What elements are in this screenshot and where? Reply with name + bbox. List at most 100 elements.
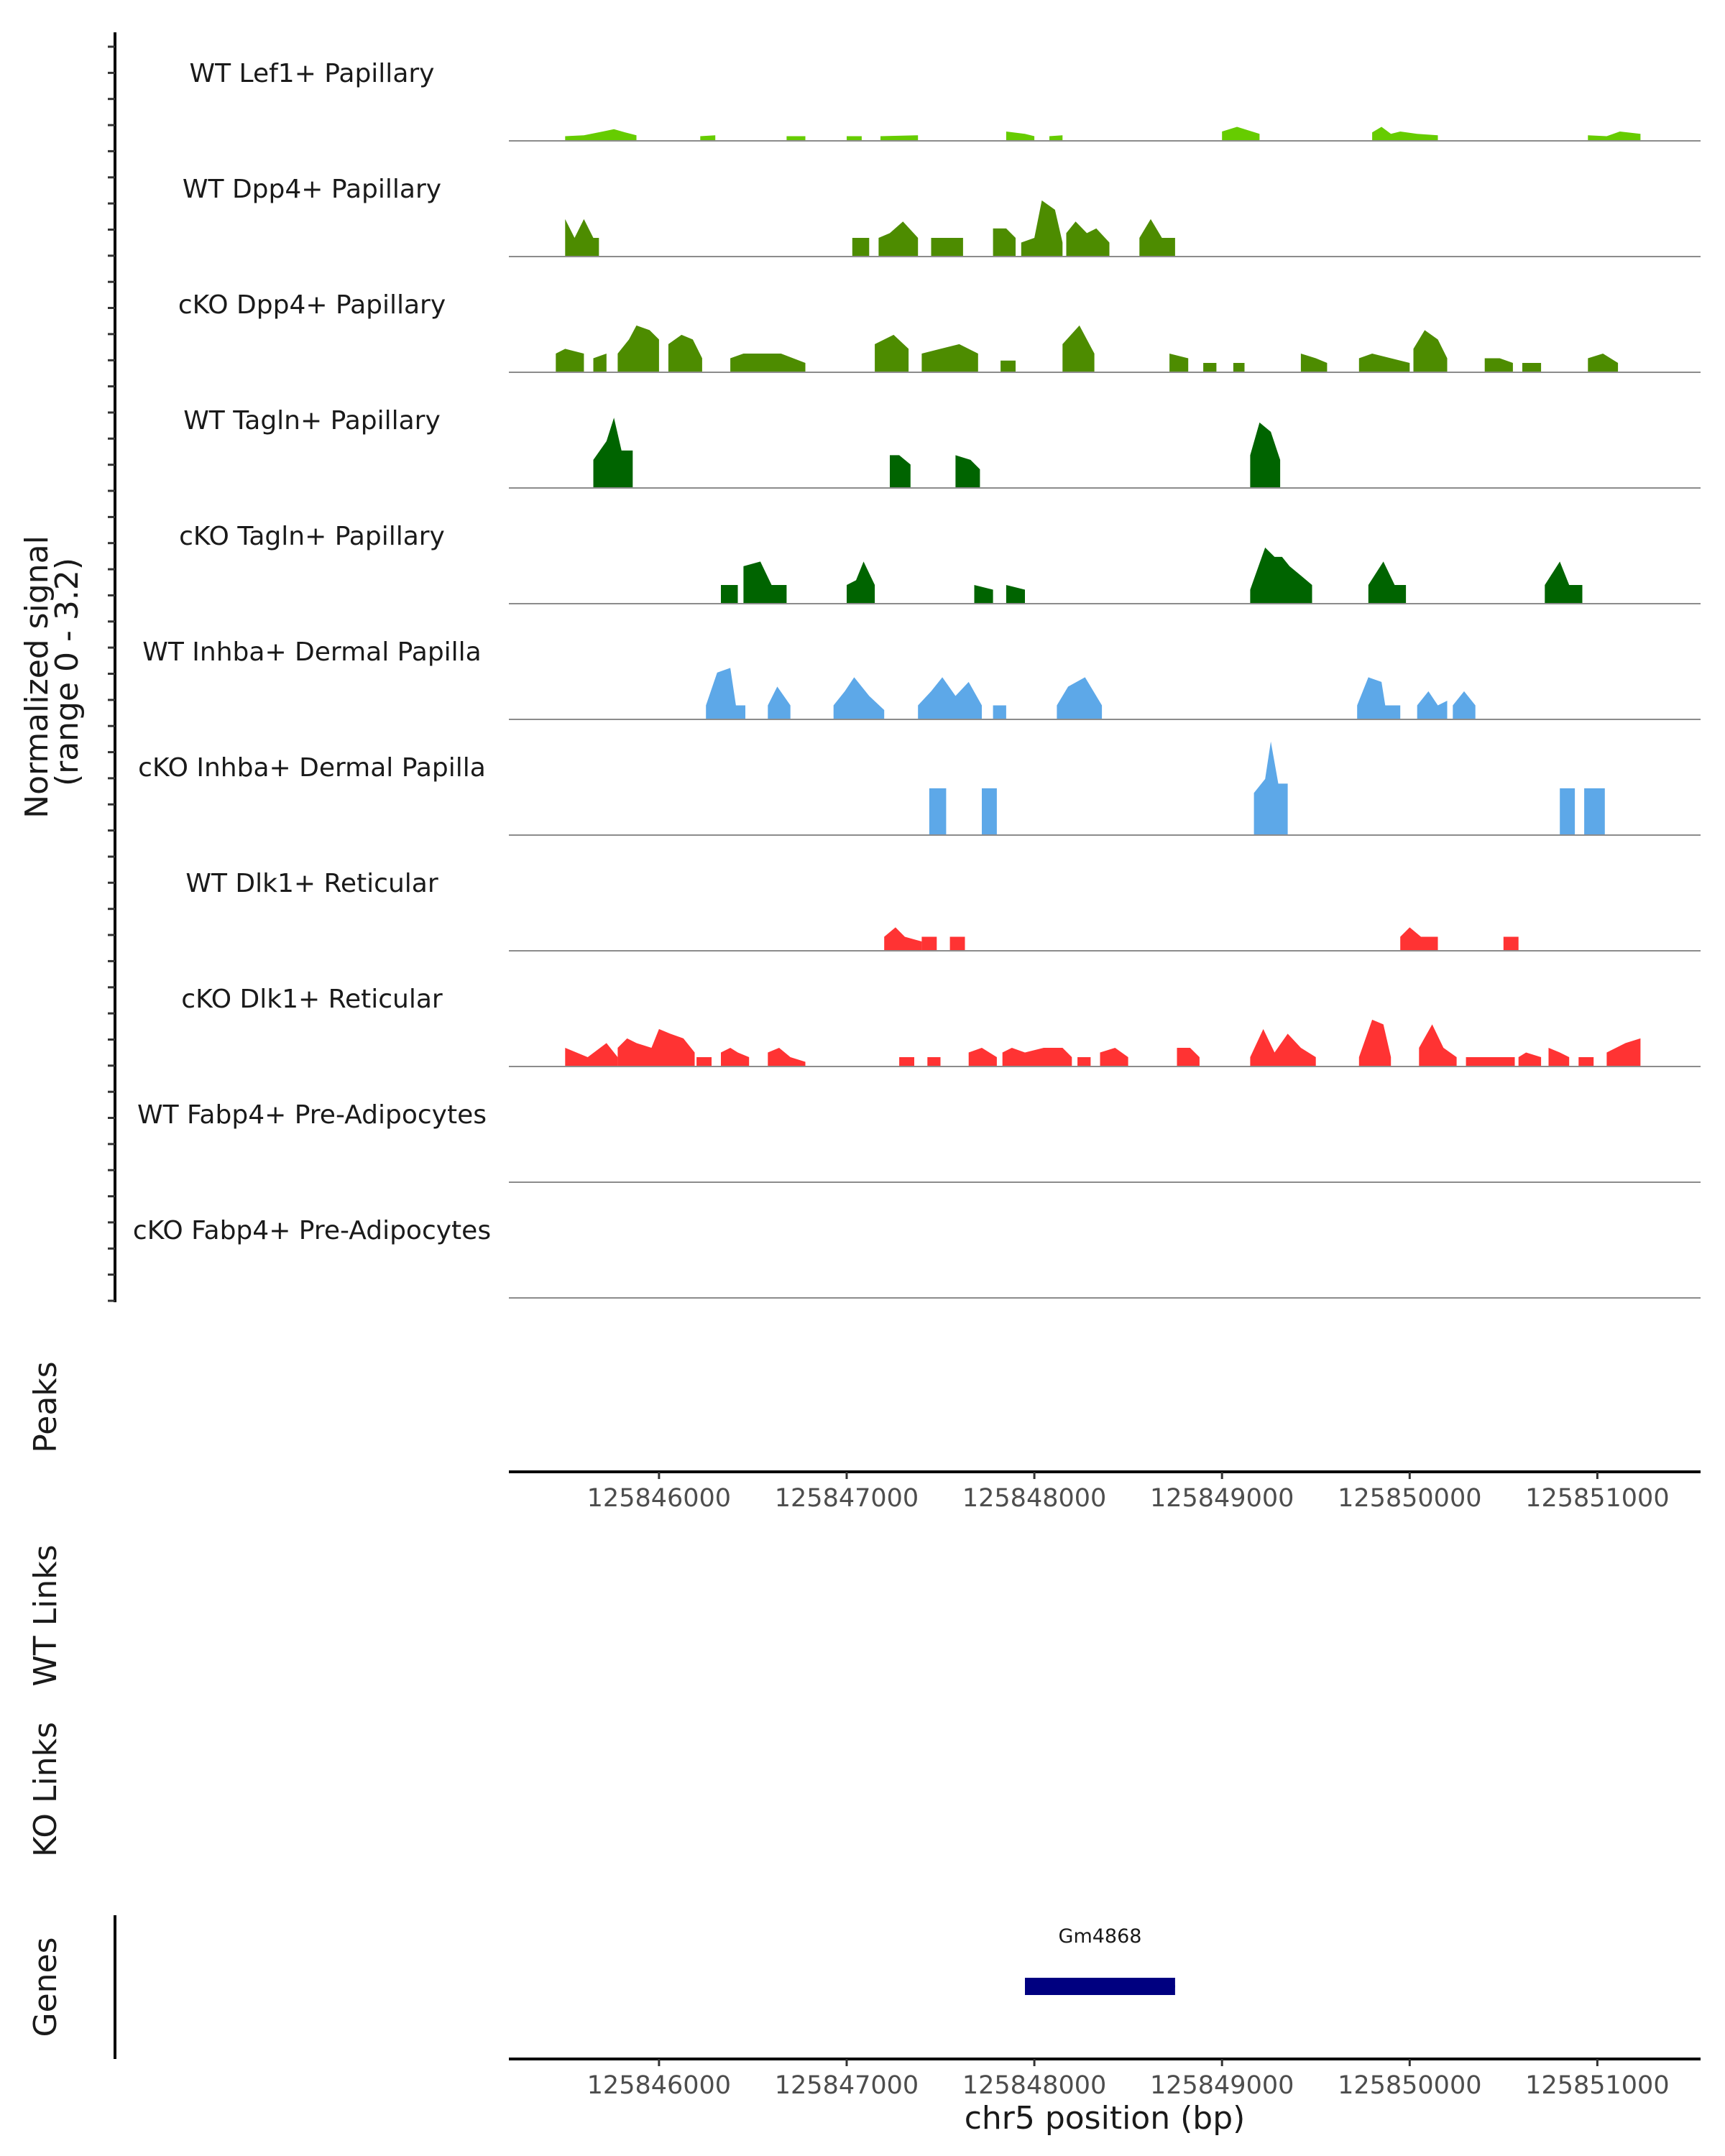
signal-peak-cko-tagln-papillary-7 (1545, 561, 1583, 604)
track-label-cko-inhba-dermal-papilla: cKO Inhba+ Dermal Papilla (138, 753, 486, 783)
signal-peak-wt-tagln-papillary-0 (593, 418, 633, 488)
signal-peak-wt-inhba-dermal-papilla-3 (918, 677, 982, 719)
signal-peak-wt-lef1-papillary-6 (1049, 135, 1063, 141)
signal-peak-cko-dpp4-papillary-9 (1169, 354, 1189, 372)
track-cko-inhba-dermal-papilla: cKO Inhba+ Dermal Papilla (138, 741, 1701, 836)
track-label-cko-fabp4-pre-adipocytes: cKO Fabp4+ Pre-Adipocytes (133, 1216, 491, 1245)
peaks-x-tick-label-125849000: 125849000 (1150, 1484, 1294, 1513)
signal-peak-cko-dlk1-reticular-14 (1419, 1024, 1457, 1067)
x-axis-title: chr5 position (bp) (965, 2100, 1246, 2137)
signal-peak-wt-inhba-dermal-papilla-7 (1417, 691, 1448, 719)
genes-x-tick-label-125851000: 125851000 (1525, 2071, 1669, 2100)
signal-peak-cko-dpp4-papillary-15 (1484, 358, 1513, 372)
track-wt-fabp4-pre-adipocytes: WT Fabp4+ Pre-Adipocytes (137, 1100, 1701, 1183)
peaks-x-tick-label-125851000: 125851000 (1525, 1484, 1669, 1513)
track-wt-tagln-papillary: WT Tagln+ Papillary (183, 406, 1701, 489)
signal-peak-wt-lef1-papillary-3 (847, 136, 862, 141)
signal-peak-wt-tagln-papillary-3 (1250, 422, 1281, 488)
signal-peak-cko-dpp4-papillary-8 (1062, 325, 1095, 372)
signal-peak-wt-dlk1-reticular-0 (884, 927, 922, 951)
track-label-wt-dpp4-papillary: WT Dpp4+ Papillary (183, 175, 441, 204)
signal-peak-cko-dlk1-reticular-18 (1578, 1057, 1594, 1067)
signal-peak-cko-dpp4-papillary-4 (730, 354, 806, 372)
peaks-x-tick-label-125847000: 125847000 (775, 1484, 919, 1513)
signal-peak-cko-tagln-papillary-2 (847, 561, 875, 604)
signal-peak-wt-lef1-papillary-9 (1588, 132, 1641, 141)
signal-peak-wt-dpp4-papillary-3 (931, 238, 963, 257)
track-label-wt-fabp4-pre-adipocytes: WT Fabp4+ Pre-Adipocytes (137, 1100, 487, 1130)
signal-peak-wt-dlk1-reticular-4 (1421, 936, 1438, 951)
coverage-y-ticks (108, 45, 115, 1302)
signal-peak-cko-dpp4-papillary-16 (1522, 363, 1542, 372)
signal-peak-cko-dlk1-reticular-2 (696, 1057, 712, 1067)
y-axis-title-line2: (range 0 - 3.2) (49, 558, 86, 786)
signal-peak-wt-dpp4-papillary-1 (852, 238, 870, 257)
track-wt-inhba-dermal-papilla: WT Inhba+ Dermal Papilla (142, 637, 1701, 720)
y-axis-title-line1: Normalized signal (19, 535, 55, 819)
signal-peak-cko-inhba-dermal-papilla-4 (1584, 788, 1605, 835)
signal-peak-cko-dlk1-reticular-10 (1100, 1048, 1128, 1067)
signal-peak-cko-dpp4-papillary-11 (1233, 363, 1245, 372)
signal-peak-wt-lef1-papillary-8 (1372, 126, 1438, 141)
signal-peak-wt-tagln-papillary-2 (955, 455, 980, 488)
signal-peak-cko-dlk1-reticular-12 (1250, 1028, 1316, 1067)
signal-peak-cko-dpp4-papillary-3 (668, 334, 702, 372)
signal-peak-cko-dpp4-papillary-0 (556, 349, 584, 372)
peaks-x-tick-label-125850000: 125850000 (1338, 1484, 1481, 1513)
signal-peak-wt-dpp4-papillary-4 (993, 228, 1016, 257)
signal-peak-wt-dpp4-papillary-5 (1021, 200, 1063, 257)
signal-peak-cko-inhba-dermal-papilla-0 (929, 788, 947, 835)
genes-track-title: Genes (27, 1937, 64, 2037)
signal-peak-cko-tagln-papillary-1 (743, 561, 787, 604)
signal-peak-cko-dlk1-reticular-19 (1606, 1038, 1641, 1067)
signal-peak-cko-inhba-dermal-papilla-3 (1560, 788, 1576, 835)
signal-peak-wt-dlk1-reticular-1 (921, 936, 937, 951)
track-label-cko-dlk1-reticular: cKO Dlk1+ Reticular (181, 985, 443, 1014)
track-label-cko-dpp4-papillary: cKO Dpp4+ Papillary (178, 290, 446, 320)
genes-x-tick-label-125846000: 125846000 (587, 2071, 731, 2100)
signal-peak-cko-tagln-papillary-5 (1250, 547, 1312, 604)
signal-peak-wt-inhba-dermal-papilla-1 (768, 686, 791, 719)
peaks-x-tick-label-125848000: 125848000 (962, 1484, 1106, 1513)
signal-peak-cko-dpp4-papillary-5 (875, 334, 909, 372)
signal-peak-cko-dpp4-papillary-10 (1203, 363, 1217, 372)
signal-peak-cko-dlk1-reticular-8 (1002, 1048, 1072, 1067)
signal-peak-wt-lef1-papillary-7 (1222, 126, 1260, 141)
signal-peak-cko-inhba-dermal-papilla-2 (1254, 741, 1288, 835)
signal-peak-wt-inhba-dermal-papilla-8 (1453, 691, 1476, 719)
signal-peak-wt-inhba-dermal-papilla-4 (993, 705, 1006, 719)
track-cko-dlk1-reticular: cKO Dlk1+ Reticular (181, 985, 1701, 1067)
signal-peak-cko-dpp4-papillary-17 (1588, 354, 1619, 372)
genes-x-axis: 125846000 125847000 125848000 125849000 1258… (587, 2059, 1670, 2100)
track-cko-dpp4-papillary: cKO Dpp4+ Papillary (178, 290, 1701, 373)
signal-peak-cko-dlk1-reticular-17 (1548, 1048, 1570, 1067)
genes-x-tick-label-125849000: 125849000 (1150, 2071, 1294, 2100)
peaks-x-axis: 125846000 125847000 125848000 125849000 1258… (587, 1472, 1670, 1513)
track-label-wt-dlk1-reticular: WT Dlk1+ Reticular (185, 869, 438, 898)
track-label-wt-inhba-dermal-papilla: WT Inhba+ Dermal Papilla (142, 637, 481, 667)
signal-peak-cko-dlk1-reticular-13 (1358, 1019, 1392, 1067)
signal-peak-cko-dlk1-reticular-4 (768, 1048, 806, 1067)
signal-peak-wt-lef1-papillary-4 (880, 135, 919, 141)
signal-peak-wt-inhba-dermal-papilla-5 (1057, 677, 1103, 719)
signal-peak-wt-inhba-dermal-papilla-0 (706, 668, 745, 719)
signal-peak-wt-dpp4-papillary-2 (878, 221, 919, 257)
signal-peak-cko-dpp4-papillary-13 (1358, 354, 1410, 372)
genes-x-tick-label-125848000: 125848000 (962, 2071, 1106, 2100)
coverage-tracks: WT Lef1+ Papillary WT Dpp4+ Papillary cKO … (133, 59, 1701, 1299)
peaks-track-title: Peaks (27, 1361, 64, 1452)
signal-peak-cko-dpp4-papillary-12 (1300, 354, 1328, 372)
signal-peak-cko-tagln-papillary-6 (1368, 561, 1407, 604)
gene-label-gm4868: Gm4868 (1059, 1925, 1142, 1948)
signal-peak-wt-dlk1-reticular-2 (949, 936, 965, 951)
signal-peak-cko-dlk1-reticular-1 (617, 1028, 695, 1067)
signal-peak-wt-dpp4-papillary-7 (1139, 218, 1175, 257)
signal-peak-cko-dlk1-reticular-11 (1177, 1048, 1200, 1067)
signal-peak-cko-tagln-papillary-4 (1006, 585, 1025, 604)
signal-peak-wt-lef1-papillary-2 (786, 136, 806, 141)
signal-peak-cko-dlk1-reticular-16 (1518, 1052, 1542, 1067)
wt-links-track-title: WT Links (27, 1544, 64, 1686)
signal-peak-wt-inhba-dermal-papilla-2 (833, 677, 885, 719)
track-cko-tagln-papillary: cKO Tagln+ Papillary (179, 522, 1701, 604)
